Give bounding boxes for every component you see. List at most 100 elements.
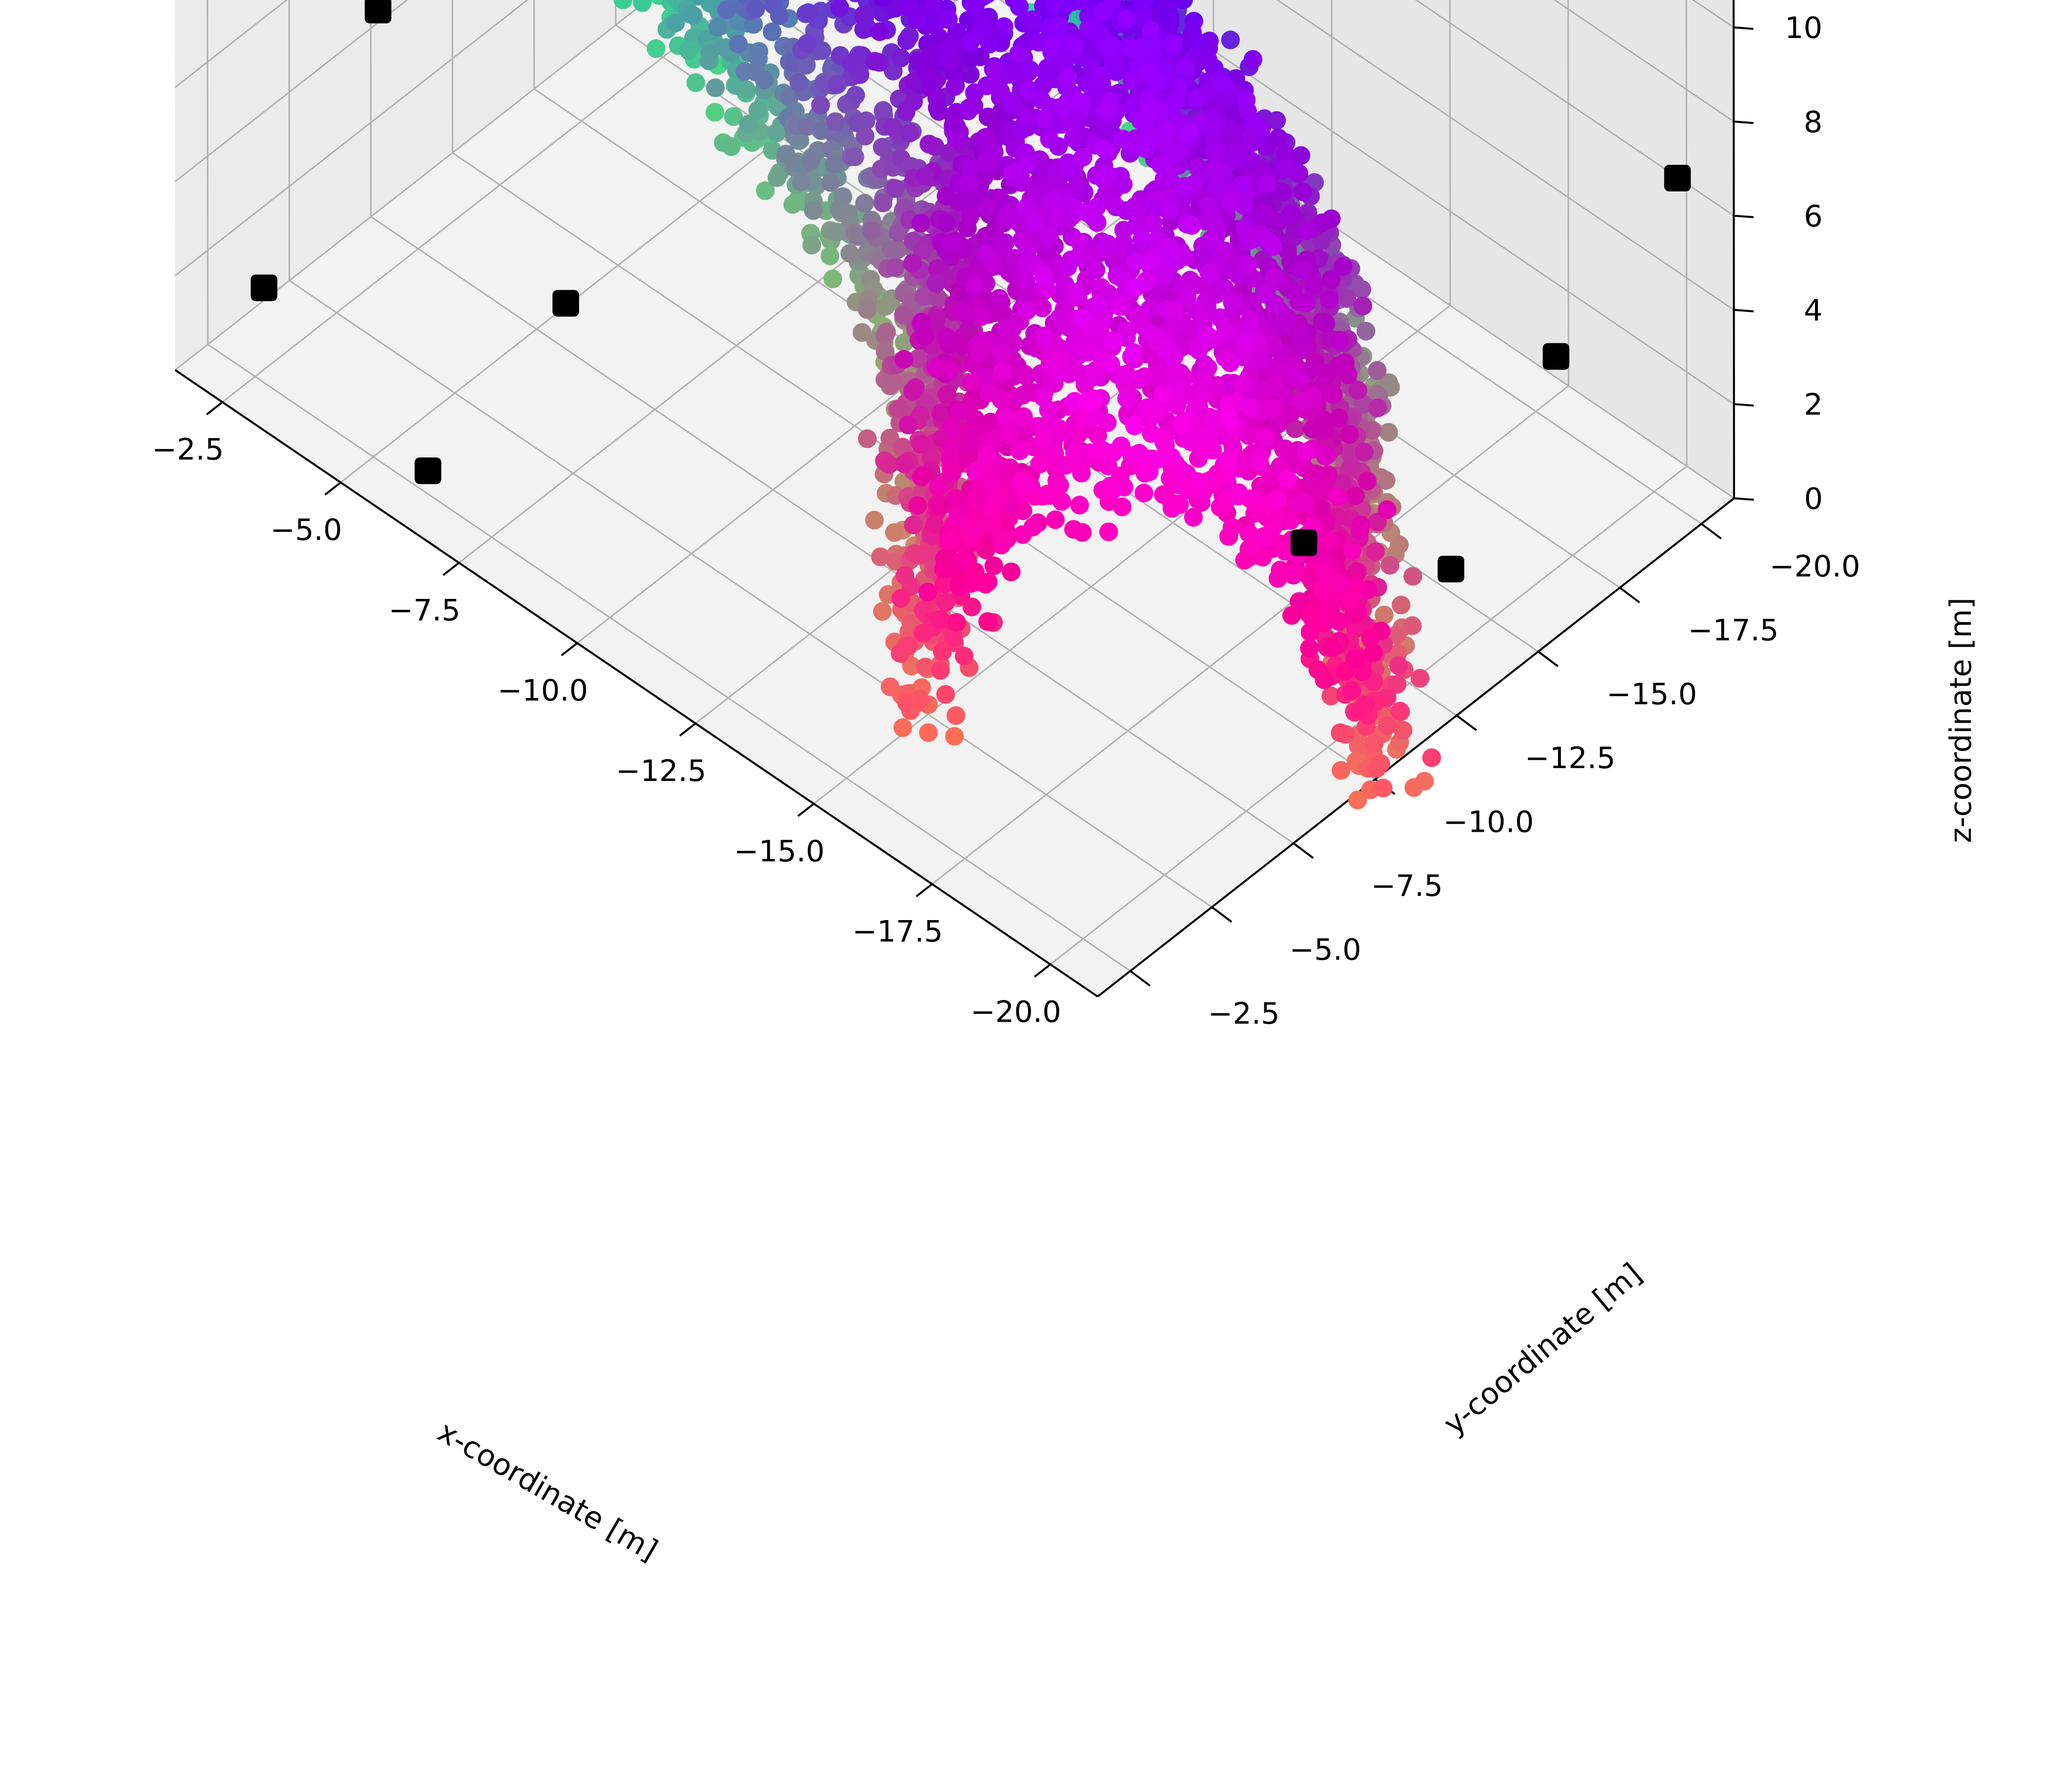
y-tick [1456, 714, 1477, 731]
data-point [1276, 159, 1295, 178]
data-point [972, 307, 991, 326]
data-point [1154, 169, 1174, 188]
data-point [951, 401, 970, 420]
data-point [942, 417, 962, 437]
data-point [877, 322, 896, 341]
data-point [1291, 370, 1310, 390]
data-point [1377, 500, 1397, 519]
data-point [1263, 237, 1283, 256]
data-point [952, 301, 971, 321]
x-tick [324, 481, 341, 496]
data-point [1330, 408, 1348, 428]
data-point [1029, 33, 1048, 52]
data-point [706, 78, 725, 97]
data-point [1067, 283, 1085, 302]
data-point [1355, 443, 1374, 462]
data-point [947, 613, 966, 632]
data-point [874, 101, 893, 120]
data-point [1122, 71, 1142, 90]
data-point [1013, 385, 1033, 405]
data-point [1045, 191, 1065, 210]
data-point [1003, 95, 1023, 114]
z-tick [1733, 26, 1754, 30]
data-point [756, 181, 775, 200]
data-point [961, 159, 980, 178]
data-point [1223, 119, 1243, 139]
data-point [955, 647, 974, 666]
data-point [1220, 194, 1239, 213]
data-point [894, 305, 913, 325]
data-point [854, 20, 873, 39]
data-point [1058, 258, 1077, 277]
data-point [1227, 148, 1246, 167]
data-point [827, 222, 847, 242]
data-point [928, 289, 948, 308]
data-point [1322, 270, 1341, 289]
data-point [1071, 93, 1090, 112]
data-point [830, 0, 850, 17]
x-grid-line [340, 0, 959, 483]
data-point [1235, 334, 1255, 353]
data-point [1256, 204, 1275, 223]
data-point [1324, 385, 1343, 404]
data-point [804, 201, 823, 220]
data-point [937, 385, 957, 404]
data-point [1293, 391, 1311, 410]
data-point [1389, 656, 1408, 675]
data-point [1201, 230, 1221, 249]
data-point [1103, 54, 1122, 74]
data-point [1132, 230, 1151, 249]
data-point [1342, 457, 1361, 476]
data-point [855, 126, 875, 146]
data-point [1366, 542, 1385, 561]
data-point [1330, 331, 1349, 350]
data-point [737, 80, 756, 99]
data-point [1293, 260, 1312, 280]
data-point [913, 240, 932, 259]
data-point [849, 0, 862, 2]
data-point [746, 0, 765, 18]
data-point [873, 602, 892, 621]
data-point [1346, 486, 1365, 505]
data-point [1282, 606, 1301, 625]
y-tick [1619, 587, 1640, 603]
data-point [1221, 30, 1240, 49]
data-point [1153, 385, 1172, 405]
data-point [1147, 74, 1166, 93]
data-point [958, 193, 977, 212]
data-point [962, 597, 982, 617]
data-point [919, 723, 938, 742]
data-point [1335, 353, 1355, 372]
data-point [1332, 761, 1351, 780]
data-point [931, 661, 950, 680]
data-point [1296, 443, 1316, 461]
data-point [1108, 266, 1127, 285]
data-point [899, 415, 918, 435]
data-point [975, 167, 994, 186]
data-point [1164, 301, 1184, 320]
data-point [1092, 315, 1111, 334]
data-point [1137, 136, 1156, 155]
data-point [1258, 174, 1277, 193]
data-point [1356, 322, 1375, 341]
data-point [1094, 2, 1113, 22]
data-point [1096, 167, 1115, 185]
data-point [1333, 257, 1353, 276]
data-point [873, 193, 892, 213]
data-point [1075, 411, 1094, 430]
data-point [1377, 716, 1397, 735]
data-point [802, 235, 821, 255]
data-point [1390, 702, 1409, 721]
data-point [894, 350, 914, 369]
data-point [1280, 207, 1299, 226]
data-point [960, 98, 979, 117]
data-point [1187, 90, 1206, 109]
data-point [1297, 221, 1316, 240]
data-point [975, 128, 995, 147]
data-point [1025, 214, 1044, 233]
data-point [845, 147, 864, 166]
data-point [1165, 347, 1184, 366]
data-point [1098, 100, 1117, 119]
data-point [1403, 567, 1422, 586]
